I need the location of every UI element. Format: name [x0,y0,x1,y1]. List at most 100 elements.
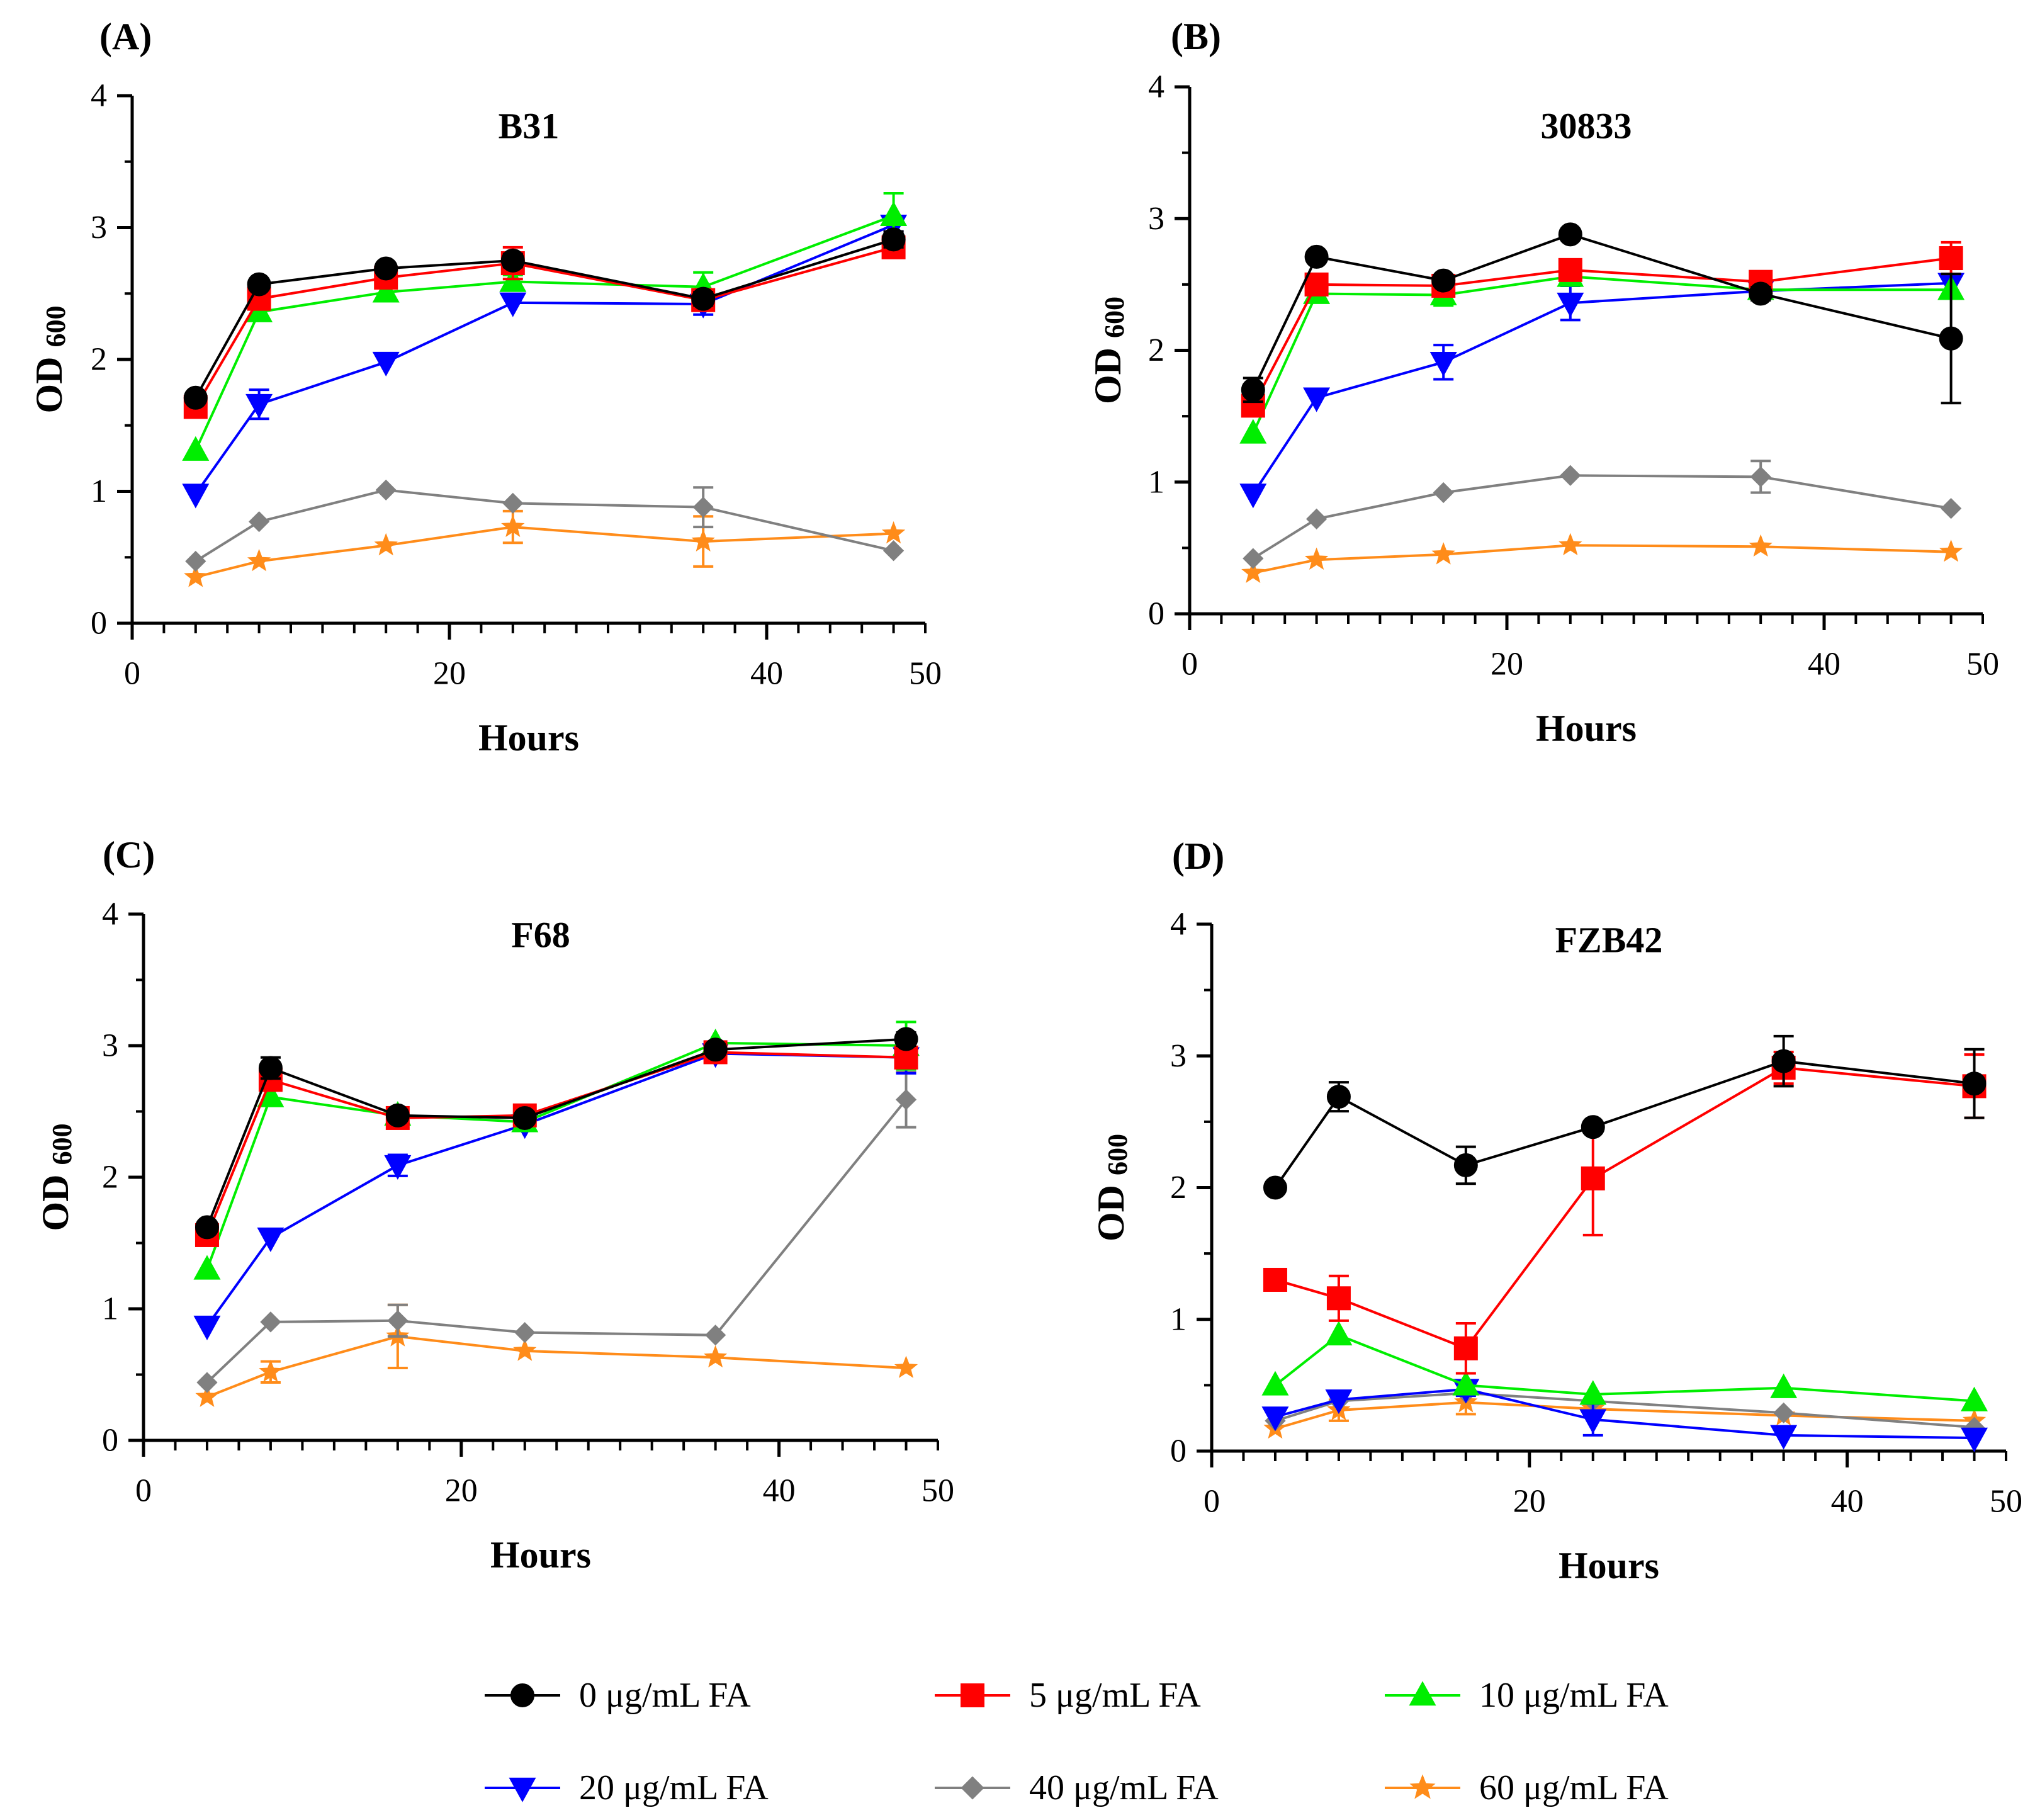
series-line [1251,233,1952,391]
chart-title: FZB42 [1555,920,1663,961]
y-axis-title-text: OD 600 [35,1124,77,1231]
legend-item: 5 μg/mL FA [935,1676,1201,1715]
data-point [1773,1402,1795,1423]
y-tick-label: 2 [91,342,107,378]
data-point [1749,534,1773,557]
y-axis-title-main: OD [1087,338,1129,404]
y-axis-title-sub: 600 [1099,297,1130,338]
data-point [1770,1425,1798,1450]
data-point [374,256,398,281]
data-point [1431,542,1455,565]
series-60-ugml [195,1303,918,1407]
y-tick-label: 1 [102,1291,118,1327]
x-tick-label: 0 [1204,1484,1220,1520]
data-point [499,292,527,317]
y-axis-title-sub: 600 [47,1124,77,1165]
data-point [185,550,206,572]
series-5-ugml [1263,1050,1987,1375]
series-line [1275,1388,1975,1440]
y-axis-title-text: OD 600 [1090,1134,1133,1241]
data-point [691,529,715,551]
data-point [704,1345,728,1368]
data-point [1939,540,1963,562]
data-point [184,565,208,587]
data-point [514,1322,536,1343]
y-tick-label: 1 [1148,464,1164,500]
panel-label: (A) [99,16,152,57]
series-line [206,1335,906,1398]
data-point [1961,1427,1988,1452]
data-point [372,278,400,303]
data-point [513,1338,537,1361]
y-axis-title-sub: 600 [40,306,71,348]
series-20-ugml [1239,273,1965,509]
data-point [1771,1049,1796,1073]
legend-marker [509,1777,536,1802]
data-point [193,1255,221,1280]
y-axis-title-sub: 600 [1102,1134,1133,1175]
y-axis-title-main: OD [1090,1175,1132,1241]
x-tick-label: 20 [1513,1484,1546,1520]
data-point [1263,1267,1287,1292]
series-60-ugml [1241,533,1963,583]
data-point [880,201,908,226]
data-point [1326,1286,1351,1311]
data-point [1559,533,1582,556]
series-5-ugml [194,1040,918,1247]
x-axis-title: Hours [490,1534,591,1576]
y-axis-title: OD 600 [35,1124,77,1231]
x-tick-label: 0 [135,1473,152,1509]
y-axis-title: OD 600 [1090,1134,1133,1241]
chart-title: F68 [511,915,570,956]
legend: 0 μg/mL FA 5 μg/mL FA 10 μg/mL FA 20 μg/mL … [485,1676,1669,1807]
x-tick-label: 40 [750,656,783,692]
data-point [1239,419,1267,444]
panel-label: (C) [103,834,155,876]
data-point [1241,378,1265,402]
data-point [387,1310,409,1331]
series-10-ugml [1261,1321,1988,1411]
data-point [257,1227,285,1252]
data-point [501,514,525,537]
data-point [384,1155,412,1180]
y-axis-title-main: OD [28,348,70,414]
data-point [502,492,524,514]
legend-marker [510,1683,534,1707]
data-point [1558,257,1582,282]
data-point [182,483,210,509]
data-point [193,1315,221,1340]
data-point [195,1384,219,1407]
data-point [882,540,905,562]
series-0-ugml [183,227,906,410]
series-line [194,238,894,398]
y-tick-label: 2 [1170,1170,1187,1206]
data-point [1770,1373,1798,1398]
x-axis-title: Hours [1536,708,1637,749]
data-point [1579,1409,1607,1434]
data-point [1326,1085,1351,1109]
series-line [1275,1401,1975,1430]
legend-marker [1409,1774,1436,1799]
data-point [1429,352,1457,377]
series-0-ugml [1263,1034,1987,1200]
x-tick-label: 50 [1966,647,1999,682]
series-line [206,1099,908,1384]
data-point [691,286,716,311]
panel-label: (D) [1172,835,1224,877]
data-point [881,227,906,252]
x-tick-label: 50 [922,1473,954,1509]
data-point [1581,1166,1605,1190]
x-tick-label: 20 [445,1473,478,1509]
series-5-ugml [183,235,906,419]
data-point [258,1056,283,1080]
x-tick-label: 20 [433,656,466,692]
series-40-ugml [196,1070,917,1393]
data-point [1560,465,1581,486]
series-line [1275,1391,1975,1429]
x-tick-label: 50 [909,656,942,692]
data-point [1325,1389,1353,1415]
data-point [1453,1153,1478,1177]
data-point [1939,326,1963,351]
y-tick-label: 0 [102,1423,118,1459]
